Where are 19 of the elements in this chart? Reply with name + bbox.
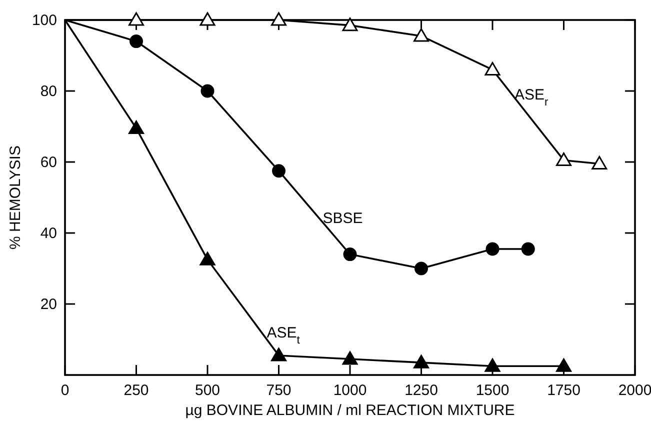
y-axis-title: % HEMOLYSIS — [7, 146, 24, 250]
y-tick-label: 20 — [40, 296, 57, 313]
x-tick-label: 2000 — [618, 382, 651, 399]
series-label: ASE$_{t}$ — [266, 324, 301, 346]
x-axis-title: µg BOVINE ALBUMIN / ml REACTION MIXTURE — [185, 402, 515, 419]
x-tick-label: 750 — [266, 382, 292, 399]
y-tick-label: 40 — [40, 225, 57, 242]
y-tick-label: 60 — [40, 154, 57, 171]
x-tick-label: 1000 — [333, 382, 367, 399]
series-label: ASE$_{r}$ — [514, 86, 549, 109]
x-tick-label: 1750 — [547, 382, 580, 399]
series-label: SBSE — [322, 210, 363, 227]
x-tick-label: 1500 — [476, 382, 510, 399]
x-tick-label: 250 — [124, 382, 149, 399]
y-tick-label: 80 — [40, 83, 57, 100]
y-tick-label: 100 — [32, 12, 57, 29]
x-tick-label: 0 — [60, 382, 70, 399]
x-tick-label: 1250 — [404, 382, 438, 399]
x-tick-label: 500 — [194, 382, 220, 399]
